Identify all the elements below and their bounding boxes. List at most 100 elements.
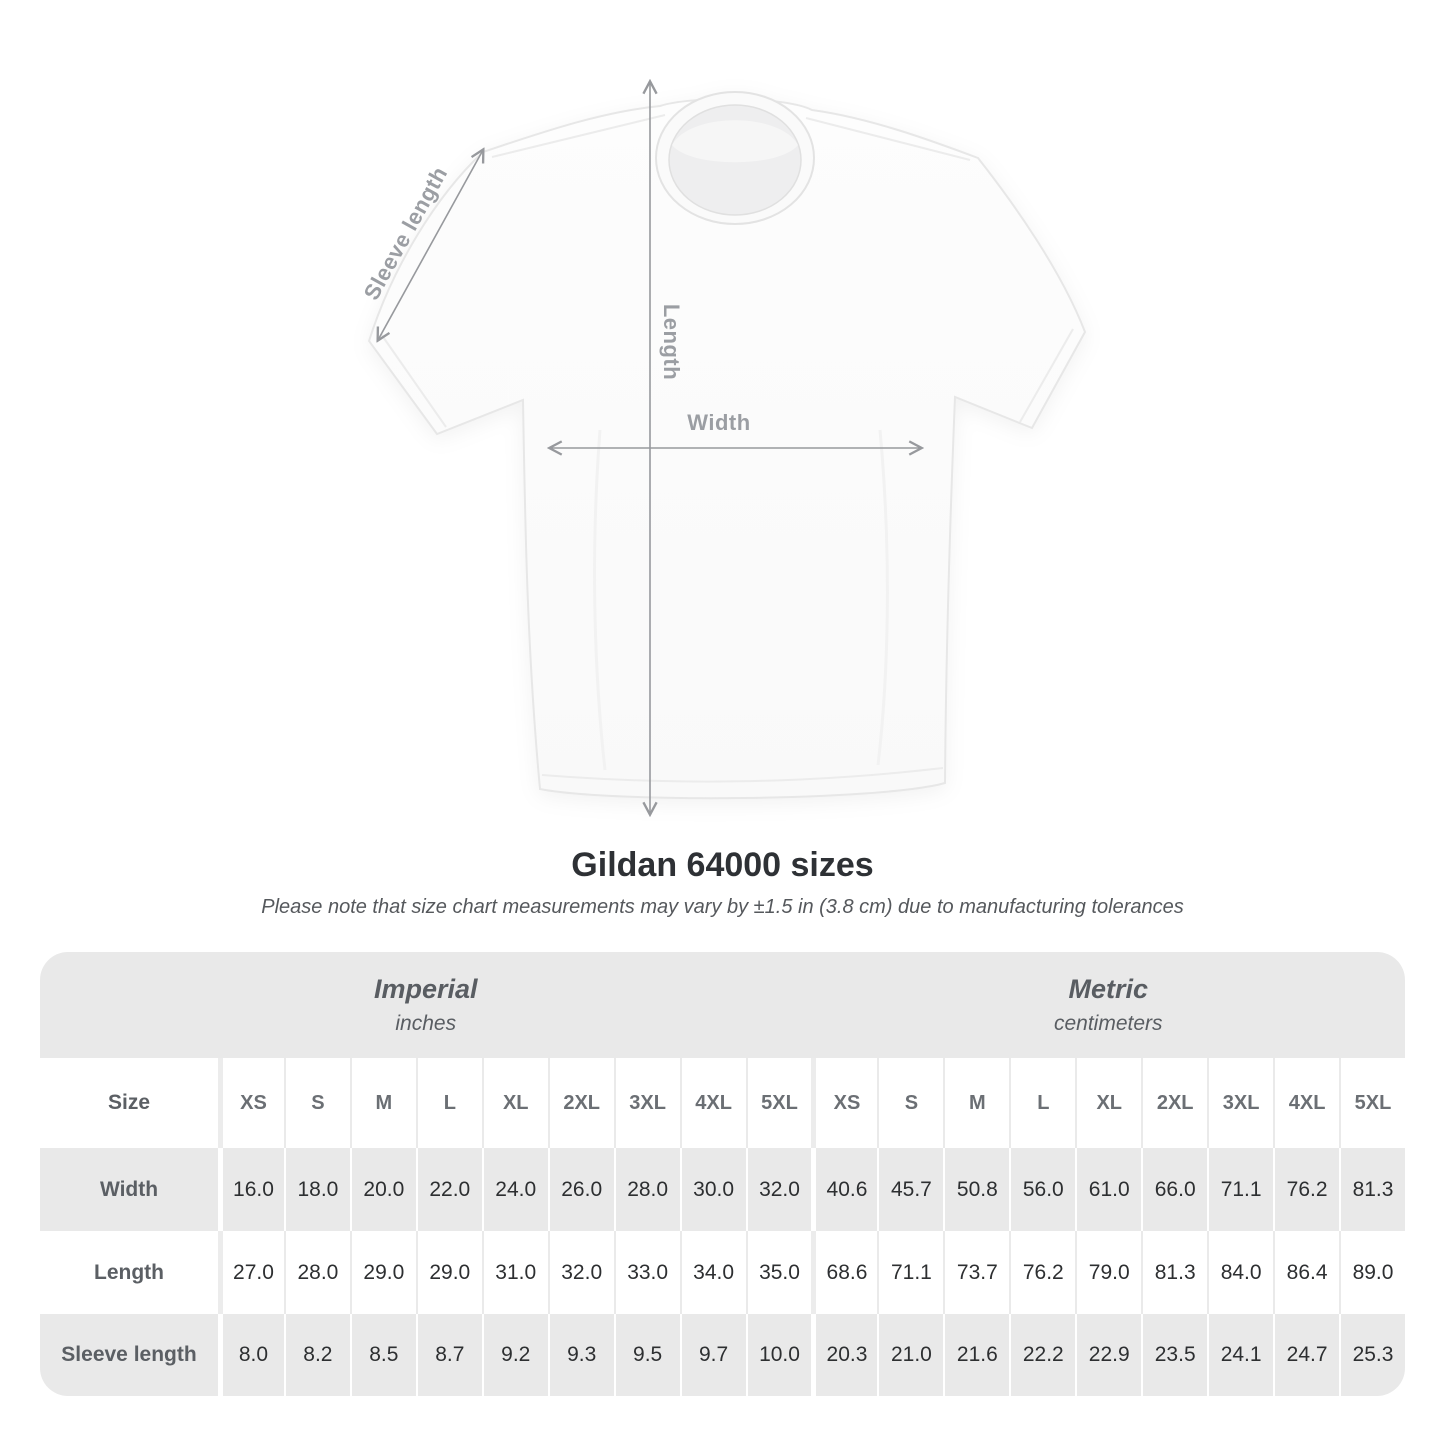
size-header-metric-s: S xyxy=(877,1058,943,1148)
length-metric-3xl: 84.0 xyxy=(1207,1231,1273,1314)
size-header-imperial-4xl: 4XL xyxy=(679,1058,746,1148)
row-label-length: Length xyxy=(94,1260,164,1284)
shoulder-seam-right xyxy=(805,117,971,161)
size-header-metric-l: L xyxy=(1009,1058,1075,1148)
width-imperial-5xl: 32.0 xyxy=(745,1148,812,1231)
length-imperial-3xl: 33.0 xyxy=(613,1231,680,1314)
size-header-imperial-xs: XS xyxy=(218,1058,284,1148)
width-imperial-3xl: 28.0 xyxy=(613,1148,680,1231)
sleeve-metric-s: 21.0 xyxy=(877,1314,943,1396)
sleeve-seam-left xyxy=(380,333,447,428)
imperial-subtitle: inches xyxy=(395,1012,457,1035)
width-metric-3xl: 71.1 xyxy=(1207,1148,1273,1231)
length-label: Length xyxy=(659,304,684,380)
length-metric-4xl: 86.4 xyxy=(1273,1231,1339,1314)
sleeve-metric-3xl: 24.1 xyxy=(1207,1314,1273,1396)
length-metric-xs: 68.6 xyxy=(811,1231,877,1314)
size-column-header: Size xyxy=(107,1091,151,1114)
size-header-metric-3xl: 3XL xyxy=(1207,1058,1273,1148)
hem-seam xyxy=(541,767,944,783)
table-row-sleeve-length: Sleeve length 8.0 8.2 8.5 8.7 9.2 9.3 9.… xyxy=(40,1314,1405,1396)
size-header-imperial-s: S xyxy=(283,1058,350,1148)
width-imperial-m: 20.0 xyxy=(349,1148,416,1231)
sleeve-imperial-2xl: 9.3 xyxy=(547,1314,614,1396)
width-metric-s: 45.7 xyxy=(877,1148,943,1231)
sleeve-metric-m: 21.6 xyxy=(943,1314,1009,1396)
sleeve-metric-2xl: 23.5 xyxy=(1141,1314,1207,1396)
collar-inside-back xyxy=(672,120,798,163)
table-row-width: Width 16.0 18.0 20.0 22.0 24.0 26.0 28.0… xyxy=(40,1148,1405,1231)
sleeve-metric-4xl: 24.7 xyxy=(1273,1314,1339,1396)
sleeve-imperial-l: 8.7 xyxy=(415,1314,482,1396)
size-header-metric-5xl: 5XL xyxy=(1339,1058,1405,1148)
sleeve-metric-5xl: 25.3 xyxy=(1339,1314,1405,1396)
width-imperial-l: 22.0 xyxy=(415,1148,482,1231)
sleeve-imperial-m: 8.5 xyxy=(349,1314,416,1396)
shoulder-seam-left xyxy=(491,114,666,158)
length-metric-s: 71.1 xyxy=(877,1231,943,1314)
width-imperial-xl: 24.0 xyxy=(481,1148,548,1231)
size-header-metric-m: M xyxy=(943,1058,1009,1148)
width-imperial-s: 18.0 xyxy=(283,1148,350,1231)
width-imperial-4xl: 30.0 xyxy=(679,1148,746,1231)
width-imperial-xs: 16.0 xyxy=(218,1148,284,1231)
unit-header-band: Imperial inches Metric centimeters xyxy=(40,952,1405,1058)
width-metric-m: 50.8 xyxy=(943,1148,1009,1231)
length-imperial-s: 28.0 xyxy=(283,1231,350,1314)
tolerance-note: Please note that size chart measurements… xyxy=(261,896,1184,918)
length-metric-5xl: 89.0 xyxy=(1339,1231,1405,1314)
size-header-metric-4xl: 4XL xyxy=(1273,1058,1339,1148)
size-header-imperial-3xl: 3XL xyxy=(613,1058,680,1148)
fold-line-left xyxy=(593,429,607,771)
length-metric-xl: 79.0 xyxy=(1075,1231,1141,1314)
row-label-width: Width xyxy=(99,1177,159,1201)
table-row-length: Length 27.0 28.0 29.0 29.0 31.0 32.0 33.… xyxy=(40,1231,1405,1314)
metric-title: Metric xyxy=(1068,974,1149,1004)
width-metric-2xl: 66.0 xyxy=(1141,1148,1207,1231)
sleeve-imperial-xl: 9.2 xyxy=(481,1314,548,1396)
row-label-sleeve-length: Sleeve length xyxy=(61,1343,197,1366)
sleeve-imperial-xs: 8.0 xyxy=(218,1314,284,1396)
tshirt-graphic xyxy=(367,91,1087,800)
sleeve-seam-right xyxy=(1019,328,1074,423)
sleeve-metric-l: 22.2 xyxy=(1009,1314,1075,1396)
sleeve-imperial-3xl: 9.5 xyxy=(613,1314,680,1396)
width-metric-xs: 40.6 xyxy=(811,1148,877,1231)
imperial-title: Imperial xyxy=(373,974,478,1004)
width-metric-l: 56.0 xyxy=(1009,1148,1075,1231)
width-imperial-2xl: 26.0 xyxy=(547,1148,614,1231)
length-imperial-l: 29.0 xyxy=(415,1231,482,1314)
sleeve-metric-xl: 22.9 xyxy=(1075,1314,1141,1396)
length-imperial-m: 29.0 xyxy=(349,1231,416,1314)
sleeve-metric-xs: 20.3 xyxy=(811,1314,877,1396)
width-metric-xl: 61.0 xyxy=(1075,1148,1141,1231)
page-title: Gildan 64000 sizes xyxy=(571,846,874,884)
size-header-imperial-l: L xyxy=(415,1058,482,1148)
sleeve-imperial-5xl: 10.0 xyxy=(745,1314,812,1396)
metric-subtitle: centimeters xyxy=(1053,1012,1163,1035)
length-metric-l: 76.2 xyxy=(1009,1231,1075,1314)
size-header-imperial-xl: XL xyxy=(481,1058,548,1148)
size-header-metric-2xl: 2XL xyxy=(1141,1058,1207,1148)
sleeve-imperial-4xl: 9.7 xyxy=(679,1314,746,1396)
metric-unit-header: Metric centimeters xyxy=(812,952,1406,1058)
length-imperial-xs: 27.0 xyxy=(218,1231,284,1314)
size-header-imperial-m: M xyxy=(349,1058,416,1148)
sleeve-imperial-s: 8.2 xyxy=(283,1314,350,1396)
length-metric-m: 73.7 xyxy=(943,1231,1009,1314)
size-header-row: Size XS S M L XL 2XL 3XL 4XL 5XL XS S M … xyxy=(40,1058,1405,1148)
size-header-metric-xs: XS xyxy=(811,1058,877,1148)
width-label: Width xyxy=(687,410,750,435)
size-header-imperial-2xl: 2XL xyxy=(547,1058,614,1148)
length-imperial-xl: 31.0 xyxy=(481,1231,548,1314)
size-header-imperial-5xl: 5XL xyxy=(745,1058,812,1148)
length-imperial-4xl: 34.0 xyxy=(679,1231,746,1314)
length-metric-2xl: 81.3 xyxy=(1141,1231,1207,1314)
imperial-unit-header: Imperial inches xyxy=(40,952,812,1058)
size-chart-table: Imperial inches Metric centimeters Size … xyxy=(40,952,1405,1396)
length-imperial-5xl: 35.0 xyxy=(745,1231,812,1314)
width-metric-5xl: 81.3 xyxy=(1339,1148,1405,1231)
fold-line-right xyxy=(876,429,889,766)
